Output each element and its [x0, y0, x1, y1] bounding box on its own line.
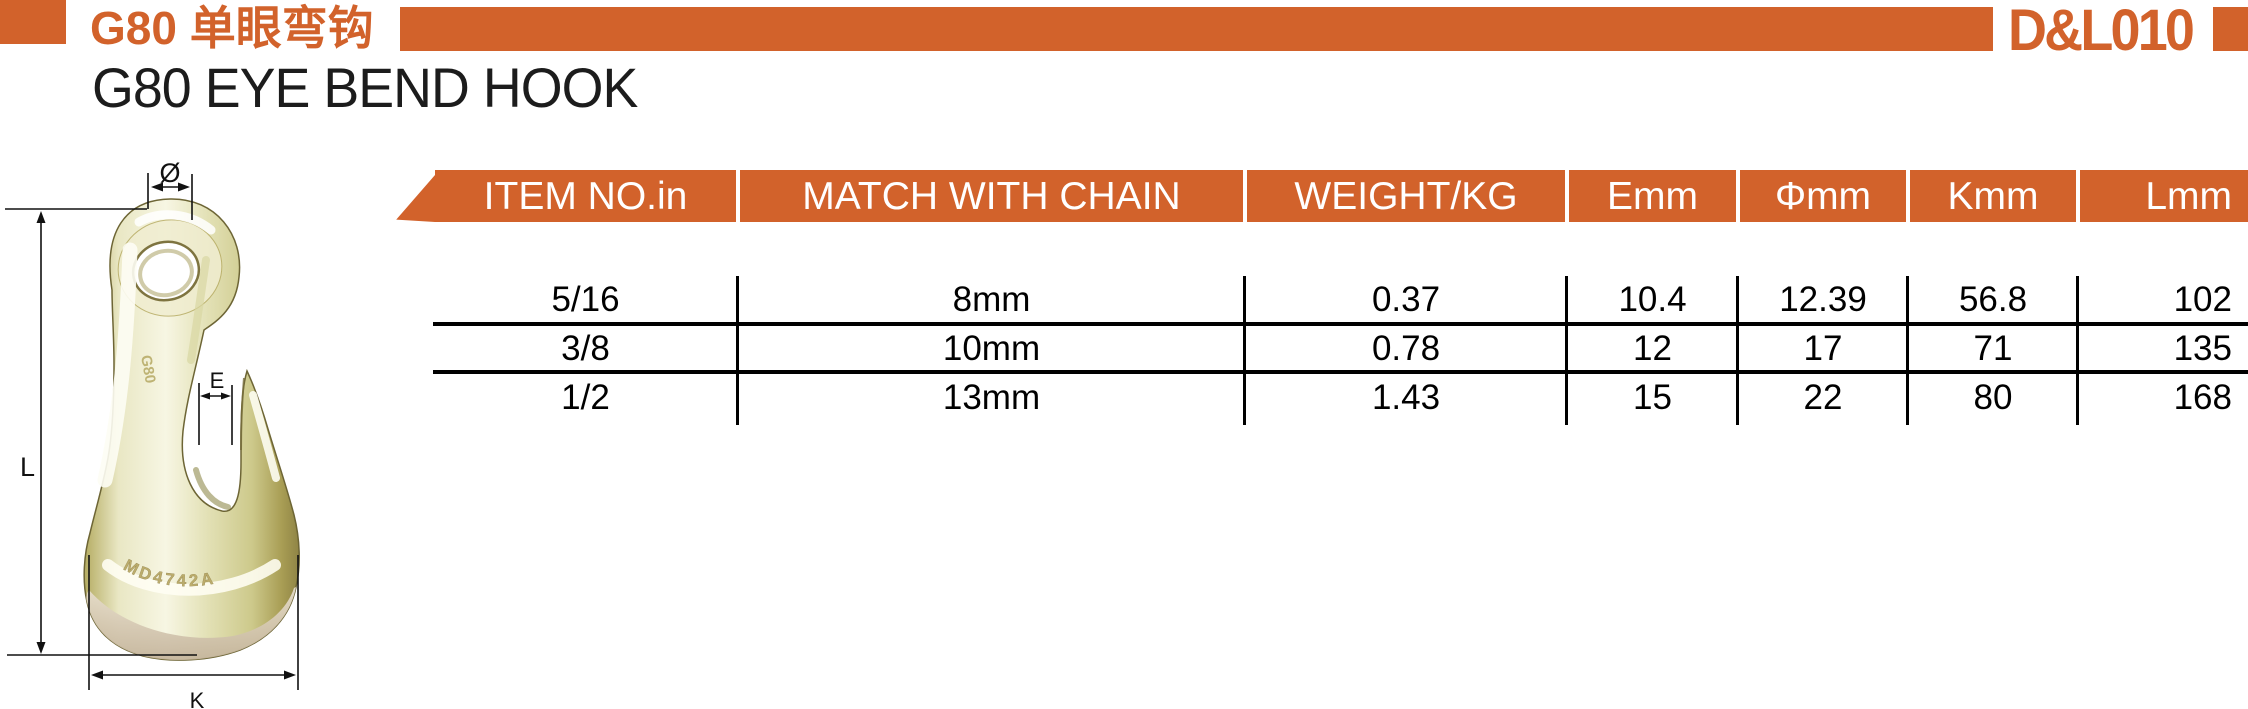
header-cell-e-mm: Emm: [1569, 170, 1736, 222]
table-cell: 5/16: [551, 280, 620, 319]
header-cell-l-mm: Lmm: [2080, 170, 2248, 222]
banner-left-block: [0, 0, 66, 44]
table-cell: 10.4: [1618, 280, 1687, 319]
table-cell: 71: [1973, 328, 2013, 368]
dim-label-diameter: Ø: [159, 158, 180, 188]
table-cell: 10mm: [942, 328, 1041, 368]
table-cell: 1.43: [1371, 377, 1441, 417]
table-cell: 15: [1633, 377, 1672, 417]
dim-label-e: E: [210, 368, 225, 393]
table-cell: 12.39: [1779, 280, 1867, 319]
table-cell: 135: [2173, 328, 2232, 368]
page-code: D&L010: [2008, 0, 2195, 63]
header-cell-item-no: ITEM NO.in: [435, 170, 736, 222]
hook-marking-shank: G80: [137, 354, 159, 385]
column-divider-line: [1243, 276, 1246, 425]
header-cell-match-chain: MATCH WITH CHAIN: [740, 170, 1243, 222]
column-divider-line: [1565, 276, 1568, 425]
table-cell: 12: [1633, 328, 1672, 368]
table-cell: 13mm: [942, 377, 1041, 417]
table-cell: 102: [2173, 280, 2232, 319]
header-cell-phi-mm: Φmm: [1740, 170, 1906, 222]
table-cell: 3/8: [561, 328, 610, 368]
table-cell: 8mm: [952, 280, 1031, 319]
hook-shading: [187, 256, 210, 364]
hook-highlight: [249, 391, 280, 482]
hook-highlight: [102, 559, 281, 596]
hook-base-flange: [86, 587, 296, 661]
dim-label-k: K: [190, 688, 205, 709]
table-cell: 0.78: [1371, 328, 1441, 368]
column-divider-line: [1906, 276, 1909, 425]
product-photo-hook: MD4742A G80 Ø: [5, 158, 300, 709]
table-cell: 56.8: [1958, 280, 2028, 319]
product-title-en: G80 EYE BEND HOOK: [92, 56, 638, 119]
dimension-lines: [5, 173, 299, 690]
banner-right-block: [2213, 7, 2248, 51]
dim-label-l: L: [20, 452, 35, 482]
column-divider-line: [1736, 276, 1739, 425]
hook-body: [83, 198, 300, 661]
header-cell-weight: WEIGHT/KG: [1247, 170, 1565, 222]
row-divider-line: [433, 322, 2248, 326]
column-divider-line: [736, 276, 739, 425]
header-cell-k-mm: Kmm: [1910, 170, 2076, 222]
table-cell: 80: [1973, 377, 2013, 417]
hook-highlight: [134, 210, 216, 235]
dimension-labels: Ø L E K: [20, 158, 224, 709]
dimension-arrowheads: [36, 182, 296, 680]
row-divider-line: [433, 370, 2248, 374]
hook-highlight: [97, 242, 138, 488]
hook-tip-edge: [240, 377, 245, 451]
product-title-cn: G80 单眼弯钩: [90, 2, 374, 54]
banner-bar: [400, 7, 1993, 51]
hook-shading: [193, 467, 231, 510]
table-cell: 17: [1803, 328, 1843, 368]
table-cell: 1/2: [561, 377, 610, 417]
column-divider-line: [2076, 276, 2079, 425]
table-cell: 168: [2173, 377, 2232, 417]
hook-eye-hole-shadow: [138, 248, 194, 298]
table-cell: 22: [1803, 377, 1843, 417]
table-cell: 0.37: [1371, 280, 1441, 319]
